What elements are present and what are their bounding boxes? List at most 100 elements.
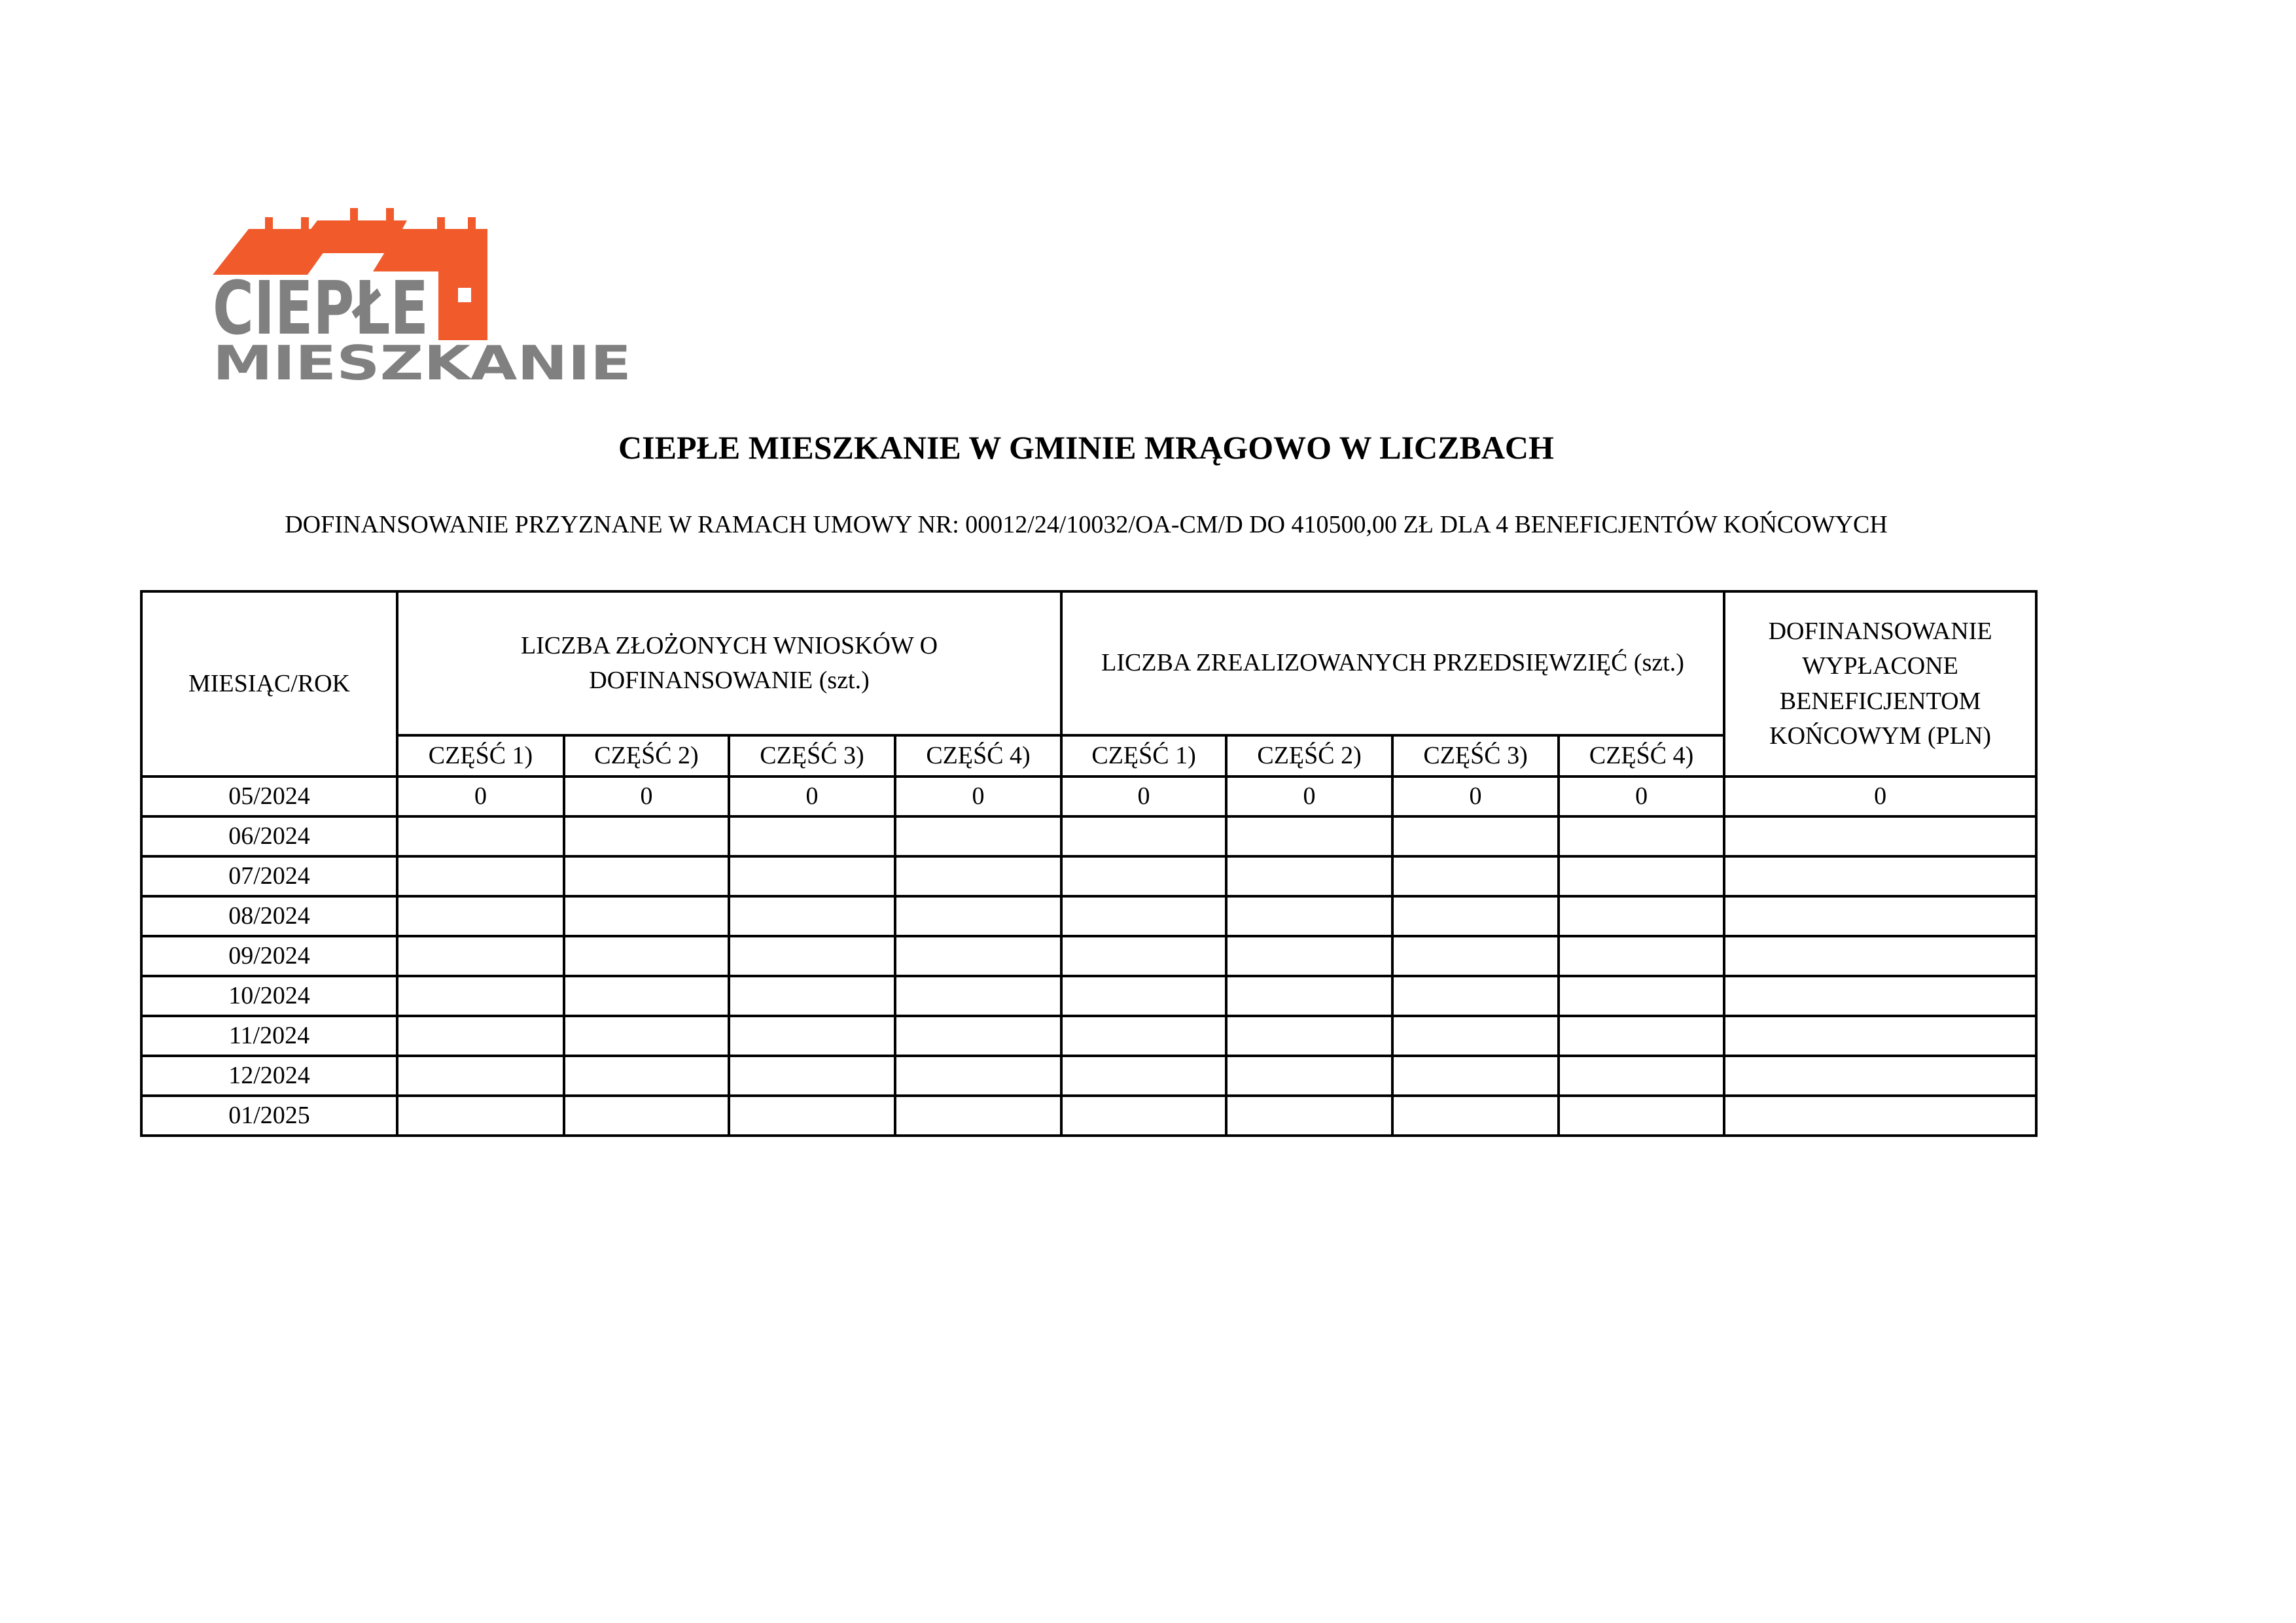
value-cell <box>1391 975 1561 1017</box>
value-cell <box>1557 1094 1726 1137</box>
table-row: 05/2024 0 0 0 0 0 0 0 0 0 <box>140 775 2038 818</box>
value-cell <box>1060 855 1228 898</box>
value-cell <box>1225 935 1394 977</box>
header-completed: LICZBA ZREALIZOWANYCH PRZEDSIĘWZIĘĆ (szt… <box>1060 590 1726 737</box>
value-cell <box>563 1094 730 1137</box>
header-completed-part-1: CZĘŚĆ 1) <box>1060 734 1228 778</box>
table-row: 09/2024 <box>140 935 2038 977</box>
value-cell <box>1225 1015 1394 1057</box>
value-cell <box>728 1015 896 1057</box>
value-cell <box>396 895 565 937</box>
table-row: 11/2024 <box>140 1015 2038 1057</box>
page-title: CIEPŁE MIESZKANIE W GMINIE MRĄGOWO W LIC… <box>618 429 1554 466</box>
header-month: MIESIĄC/ROK <box>140 590 398 778</box>
value-cell <box>1225 1094 1394 1137</box>
month-cell: 10/2024 <box>140 975 398 1017</box>
header-completed-part-4: CZĘŚĆ 4) <box>1557 734 1726 778</box>
value-cell <box>1557 975 1726 1017</box>
value-cell <box>728 895 896 937</box>
month-cell: 05/2024 <box>140 775 398 818</box>
value-cell <box>1723 935 2038 977</box>
value-cell <box>396 975 565 1017</box>
value-cell <box>1723 1055 2038 1097</box>
value-cell <box>396 1094 565 1137</box>
value-cell <box>1723 975 2038 1017</box>
logo-text-line1: CIEPŁE <box>213 266 429 351</box>
header-applications-part-4: CZĘŚĆ 4) <box>893 734 1063 778</box>
header-completed-part-3: CZĘŚĆ 3) <box>1391 734 1561 778</box>
value-cell <box>1557 855 1726 898</box>
value-cell <box>893 935 1063 977</box>
value-cell <box>563 1015 730 1057</box>
value-cell: 0 <box>1723 775 2038 818</box>
value-cell <box>893 1055 1063 1097</box>
value-cell <box>1391 1015 1561 1057</box>
month-cell: 12/2024 <box>140 1055 398 1097</box>
month-cell: 07/2024 <box>140 855 398 898</box>
value-cell <box>563 855 730 898</box>
logo-text-line2: MIESZKANIE <box>213 336 631 386</box>
value-cell <box>728 815 896 858</box>
value-cell <box>1723 815 2038 858</box>
table-row: 12/2024 <box>140 1055 2038 1097</box>
value-cell <box>1060 895 1228 937</box>
value-cell <box>396 1055 565 1097</box>
month-cell: 08/2024 <box>140 895 398 937</box>
value-cell <box>728 1094 896 1137</box>
value-cell <box>1391 815 1561 858</box>
value-cell <box>1723 1094 2038 1137</box>
value-cell <box>1557 895 1726 937</box>
value-cell <box>893 855 1063 898</box>
value-cell: 0 <box>1391 775 1561 818</box>
value-cell <box>396 855 565 898</box>
value-cell <box>396 815 565 858</box>
value-cell <box>728 935 896 977</box>
value-cell: 0 <box>396 775 565 818</box>
value-cell <box>1060 815 1228 858</box>
value-cell <box>1060 1094 1228 1137</box>
value-cell <box>728 855 896 898</box>
header-paid: DOFINANSOWANIE WYPŁACONE BENEFICJENTOM K… <box>1723 590 2038 778</box>
header-applications-part-3: CZĘŚĆ 3) <box>728 734 896 778</box>
value-cell: 0 <box>1060 775 1228 818</box>
value-cell <box>396 935 565 977</box>
month-cell: 01/2025 <box>140 1094 398 1137</box>
value-cell <box>1391 935 1561 977</box>
value-cell <box>1225 1055 1394 1097</box>
value-cell <box>563 895 730 937</box>
value-cell <box>1225 895 1394 937</box>
value-cell <box>1060 935 1228 977</box>
month-cell: 09/2024 <box>140 935 398 977</box>
value-cell <box>1225 815 1394 858</box>
value-cell <box>1225 855 1394 898</box>
table-row: 06/2024 <box>140 815 2038 858</box>
value-cell <box>1557 1055 1726 1097</box>
value-cell: 0 <box>728 775 896 818</box>
value-cell <box>893 1015 1063 1057</box>
value-cell <box>893 815 1063 858</box>
value-cell <box>1391 1055 1561 1097</box>
value-cell <box>728 975 896 1017</box>
value-cell <box>1723 895 2038 937</box>
value-cell <box>1557 815 1726 858</box>
value-cell <box>563 975 730 1017</box>
value-cell <box>1557 935 1726 977</box>
table-row: 01/2025 <box>140 1094 2038 1137</box>
table-row: 07/2024 <box>140 855 2038 898</box>
value-cell <box>563 1055 730 1097</box>
value-cell <box>893 895 1063 937</box>
value-cell <box>1391 1094 1561 1137</box>
month-cell: 11/2024 <box>140 1015 398 1057</box>
value-cell: 0 <box>1225 775 1394 818</box>
value-cell <box>1060 975 1228 1017</box>
value-cell <box>893 1094 1063 1137</box>
value-cell <box>1557 1015 1726 1057</box>
table-row: 08/2024 <box>140 895 2038 937</box>
value-cell <box>728 1055 896 1097</box>
value-cell <box>396 1015 565 1057</box>
value-cell <box>563 815 730 858</box>
value-cell <box>563 935 730 977</box>
value-cell: 0 <box>563 775 730 818</box>
value-cell <box>1060 1015 1228 1057</box>
header-applications: LICZBA ZŁOŻONYCH WNIOSKÓW O DOFINANSOWAN… <box>395 590 1063 737</box>
